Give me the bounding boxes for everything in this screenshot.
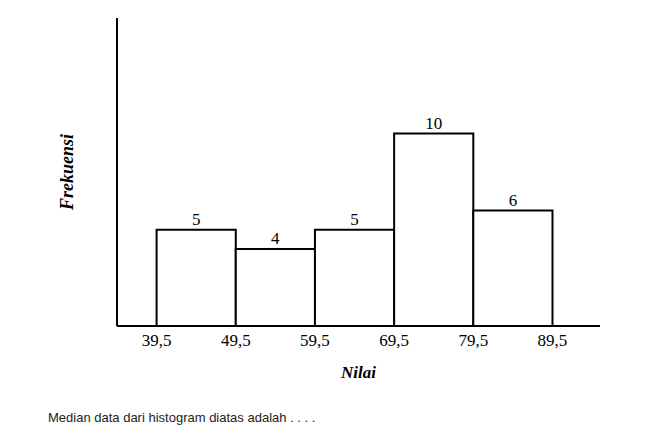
- svg-text:5: 5: [192, 210, 201, 229]
- svg-text:Nilai: Nilai: [340, 363, 376, 382]
- svg-text:Frekuensi: Frekuensi: [57, 134, 77, 211]
- svg-text:39,5: 39,5: [142, 331, 172, 350]
- svg-text:69,5: 69,5: [379, 331, 409, 350]
- svg-text:4: 4: [271, 229, 280, 248]
- svg-text:5: 5: [350, 210, 359, 229]
- svg-text:10: 10: [425, 114, 442, 133]
- svg-text:79,5: 79,5: [458, 331, 488, 350]
- html-text:Median data dari histogram dia: Median data dari histogram diatas adalah…: [48, 410, 316, 425]
- svg-text:6: 6: [509, 191, 518, 210]
- svg-text:49,5: 49,5: [221, 331, 251, 350]
- svg-text:89,5: 89,5: [538, 331, 568, 350]
- svg-text:59,5: 59,5: [300, 331, 330, 350]
